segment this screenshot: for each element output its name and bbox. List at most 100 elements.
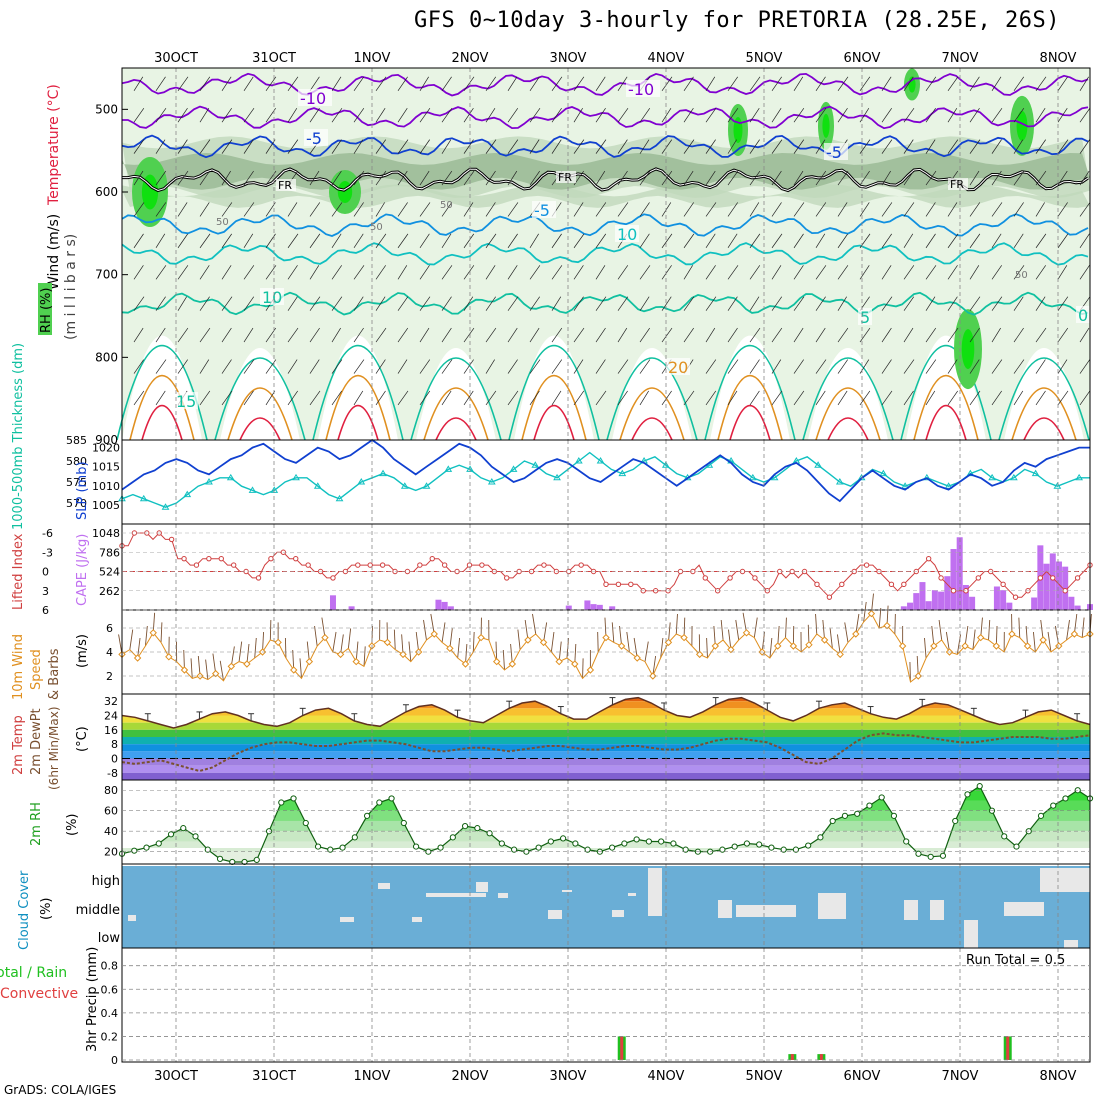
wind-barb	[309, 327, 320, 343]
wind-barb	[485, 108, 496, 123]
temp-contour-10	[900, 345, 992, 441]
wind-barb	[551, 139, 562, 154]
wind-barb-10m	[1032, 631, 1036, 653]
wind-barb	[463, 327, 475, 343]
wind-speed-line	[121, 612, 1091, 683]
wind-barb	[331, 359, 343, 374]
wind-barb	[595, 233, 607, 249]
wind-barb	[903, 233, 914, 249]
wind-barb	[507, 296, 519, 311]
rh-marker	[964, 791, 971, 798]
rh-band	[122, 152, 1090, 190]
wind-barb	[1035, 139, 1046, 154]
wind-barb	[353, 265, 365, 280]
lifted-index-marker	[330, 575, 336, 581]
cape-bar	[919, 582, 926, 610]
thickness-marker	[1031, 469, 1040, 477]
contour-label-bg	[615, 225, 639, 242]
temperature-contour-label: FR	[950, 178, 964, 191]
wind-barb	[661, 233, 673, 249]
wind-barb	[595, 108, 606, 123]
temperature-contour-label: -10	[628, 80, 654, 99]
wind-barb-10m	[543, 622, 548, 643]
wind-barb	[133, 233, 144, 249]
wind-barb	[331, 108, 343, 123]
wind-barb-10m	[611, 622, 615, 643]
wind-barb	[749, 202, 760, 217]
wind-barb	[947, 202, 958, 217]
wind-barb-10m	[347, 628, 352, 649]
wind-barb	[177, 202, 188, 217]
wind-barb	[661, 390, 672, 406]
wind-barb	[903, 202, 915, 217]
wind-barb	[397, 108, 408, 123]
lifted-index-marker	[466, 562, 473, 568]
wind-barb	[375, 170, 387, 186]
precip-total-label: Total / Rain	[0, 965, 67, 981]
cloud-bar	[548, 910, 562, 919]
rh-marker	[1013, 843, 1020, 850]
temp-contour	[121, 213, 1089, 237]
rh-tick-label: 20	[104, 846, 118, 859]
wind-barb	[507, 359, 518, 374]
wind-barb	[705, 233, 716, 249]
wind-tick-label: 6	[106, 622, 113, 635]
rh-contour-label: 50	[216, 217, 229, 228]
lifted-index-marker	[839, 581, 845, 588]
wind-barb	[837, 390, 848, 406]
wind-barb	[287, 296, 298, 311]
wind-barb	[1057, 233, 1069, 249]
wind-barb	[133, 170, 144, 186]
wind-barb	[375, 265, 386, 280]
wind-barb	[309, 170, 320, 186]
rh-marker	[572, 840, 579, 847]
date-label-top: 6NOV	[844, 51, 881, 66]
wind-barb	[903, 265, 915, 280]
wind-barb	[177, 265, 189, 280]
wind10-axis-label-3: & Barbs	[47, 648, 62, 700]
wind-barb	[573, 390, 585, 406]
wind-barb	[573, 233, 585, 249]
cloud-bar	[476, 882, 488, 892]
wind-barb	[331, 296, 343, 311]
wind-barb	[441, 390, 452, 406]
cape-bar	[1074, 605, 1081, 610]
temp-contour-20	[423, 387, 489, 441]
cloud-bar	[964, 920, 978, 948]
rh-marker	[903, 838, 910, 845]
wind-barb	[353, 296, 364, 311]
dry-dome	[318, 335, 398, 440]
wind-speed-marker	[1023, 642, 1032, 650]
wind-barb-10m	[894, 613, 896, 635]
wind-barb	[309, 76, 320, 91]
wind-barb	[1057, 170, 1068, 186]
temperature-contour-label: 20	[668, 358, 688, 377]
wind-speed-marker	[336, 650, 345, 659]
wind-barb	[529, 233, 539, 249]
temp-contour-30	[925, 405, 967, 441]
wind-barb	[133, 108, 145, 123]
wind-barb	[1013, 327, 1024, 343]
cape-bar	[900, 606, 907, 610]
lifted-index-marker	[1074, 575, 1081, 581]
wind-barb	[1035, 76, 1047, 92]
thickness-marker	[509, 465, 518, 472]
wind-barb	[617, 108, 629, 123]
wind-barb-10m	[626, 631, 630, 653]
wind-barb	[485, 390, 497, 406]
wind-barb	[397, 296, 409, 311]
wind-barb	[1035, 108, 1046, 123]
thickness-marker	[1009, 473, 1018, 481]
lifted-index-marker	[1012, 594, 1019, 600]
cape-bar	[596, 604, 603, 610]
rh-marker	[841, 812, 849, 819]
wind-speed-marker	[695, 650, 704, 659]
wind-barb	[353, 139, 364, 154]
temperature-band	[122, 772, 1090, 780]
precip-tick-label: 0.4	[101, 1007, 119, 1020]
contour-label-bg	[1076, 306, 1090, 323]
wind-barb	[595, 327, 606, 343]
wind-barb	[1013, 76, 1025, 92]
wind-speed-marker	[914, 672, 922, 680]
wind-barb	[595, 139, 607, 154]
